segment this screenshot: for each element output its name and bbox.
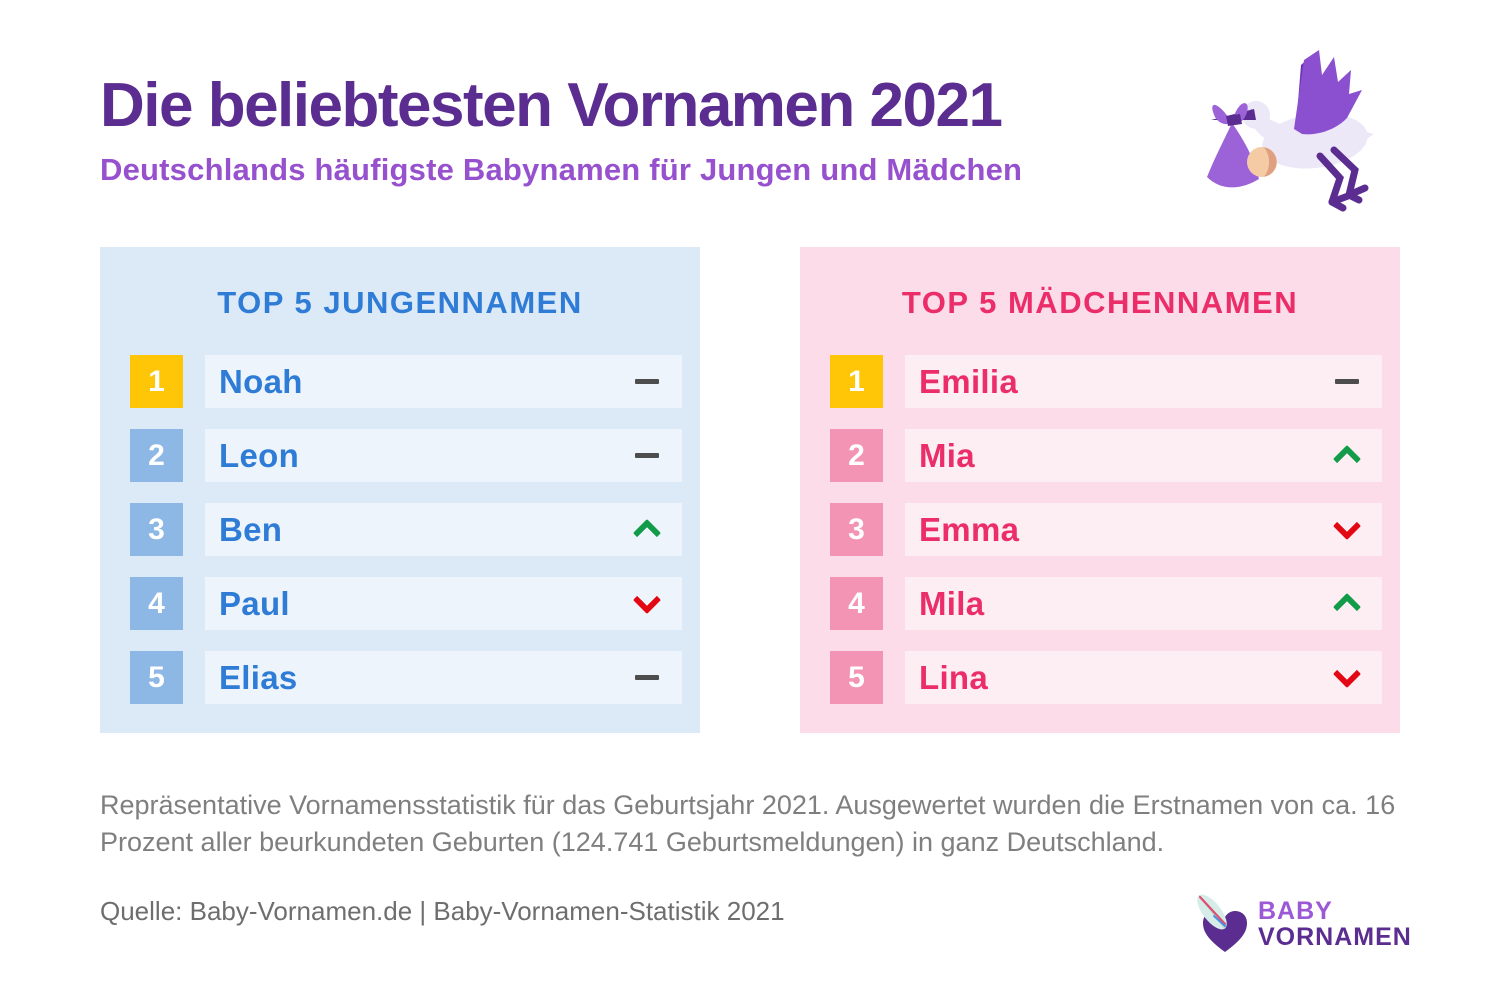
name-label: Emilia [919, 362, 1019, 400]
name-bar: Paul [205, 577, 682, 630]
statistics-note: Repräsentative Vornamensstatistik für da… [100, 790, 1396, 857]
logo-vornamen-text: VORNAMEN [1258, 923, 1412, 951]
rank-badge: 5 [830, 651, 883, 704]
dash-icon [1332, 367, 1362, 397]
rank-badge: 1 [830, 355, 883, 408]
rank-badge: 5 [130, 651, 183, 704]
stork-with-baby-bundle-icon [1207, 50, 1374, 212]
name-label: Noah [219, 362, 303, 400]
name-bar: Emilia [905, 355, 1382, 408]
dash-icon [632, 441, 662, 471]
table-row: 3 Ben [130, 503, 682, 556]
girls-panel: TOP 5 MÄDCHENNAMEN 1 Emilia 2 Mia 3 Emm [800, 247, 1400, 733]
name-label: Emma [919, 510, 1020, 548]
name-bar: Mia [905, 429, 1382, 482]
chevron-down-icon [632, 589, 662, 619]
rank-badge: 1 [130, 355, 183, 408]
name-label: Lina [919, 658, 989, 696]
table-row: 2 Leon [130, 429, 682, 482]
name-label: Mila [919, 584, 985, 622]
rank-badge: 3 [830, 503, 883, 556]
boys-panel: TOP 5 JUNGENNAMEN 1 Noah 2 Leon 3 Ben [100, 247, 700, 733]
name-bar: Mila [905, 577, 1382, 630]
rank-badge: 4 [830, 577, 883, 630]
table-row: 4 Mila [830, 577, 1382, 630]
name-label: Paul [219, 584, 290, 622]
dash-icon [632, 367, 662, 397]
table-row: 1 Emilia [830, 355, 1382, 408]
table-row: 2 Mia [830, 429, 1382, 482]
chevron-down-icon [1332, 515, 1362, 545]
girls-panel-title: TOP 5 MÄDCHENNAMEN [901, 285, 1299, 320]
name-bar: Elias [205, 651, 682, 704]
dash-icon [632, 663, 662, 693]
name-label: Ben [219, 510, 283, 548]
name-label: Mia [919, 436, 975, 474]
table-row: 1 Noah [130, 355, 682, 408]
chevron-down-icon [1332, 663, 1362, 693]
name-bar: Leon [205, 429, 682, 482]
name-label: Leon [219, 436, 300, 474]
name-bar: Lina [905, 651, 1382, 704]
page-subtitle: Deutschlands häufigste Babynamen für Jun… [100, 152, 1023, 187]
boys-name-list: 1 Noah 2 Leon 3 Ben [130, 355, 682, 704]
brand-logo: BABY VORNAMEN [1192, 890, 1412, 958]
girls-name-list: 1 Emilia 2 Mia 3 Emma [830, 355, 1382, 704]
rank-badge: 4 [130, 577, 183, 630]
table-row: 3 Emma [830, 503, 1382, 556]
table-row: 5 Lina [830, 651, 1382, 704]
source-line: Quelle: Baby-Vornamen.de | Baby-Vornamen… [100, 896, 785, 926]
name-bar: Ben [205, 503, 682, 556]
chevron-up-icon [632, 515, 662, 545]
table-row: 5 Elias [130, 651, 682, 704]
chevron-up-icon [1332, 441, 1362, 471]
chevron-up-icon [1332, 589, 1362, 619]
logo-wordmark: BABY VORNAMEN [1258, 898, 1412, 950]
name-bar: Emma [905, 503, 1382, 556]
rank-badge: 2 [130, 429, 183, 482]
rank-badge: 3 [130, 503, 183, 556]
name-label: Elias [219, 658, 298, 696]
logo-baby-text: BABY [1258, 897, 1333, 925]
heart-with-feather-icon [1197, 894, 1247, 952]
page-title: Die beliebtesten Vornamen 2021 [100, 71, 1003, 140]
rank-badge: 2 [830, 429, 883, 482]
boys-panel-title: TOP 5 JUNGENNAMEN [217, 285, 583, 320]
name-bar: Noah [205, 355, 682, 408]
table-row: 4 Paul [130, 577, 682, 630]
